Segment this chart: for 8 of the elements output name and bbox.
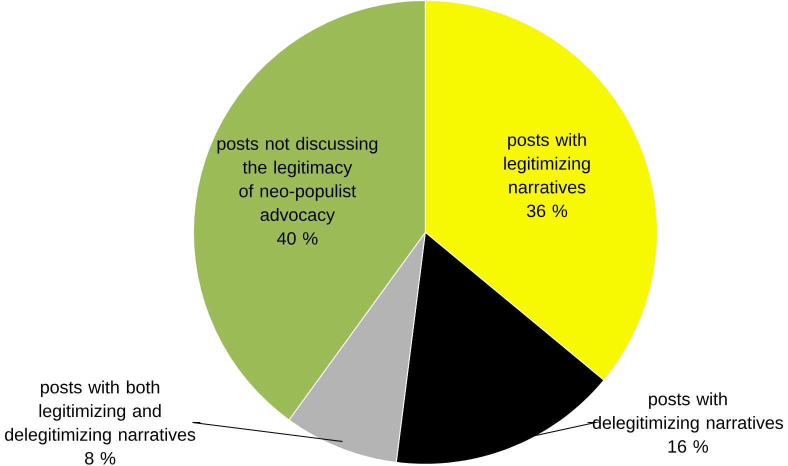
- slice-label: posts with delegitimizing narratives: [592, 392, 784, 433]
- slice-label: posts not discussing the legitimacy of neo-populist advocacy: [218, 137, 378, 225]
- slice-label: posts with legitimizing narratives: [504, 133, 590, 194]
- data-label: 8 %: [85, 452, 116, 465]
- data-label: 36 %: [526, 204, 568, 218]
- slice-label: posts with both legitimizing and delegitimizing narratives: [5, 380, 196, 445]
- data-label: 16 %: [668, 440, 708, 453]
- data-label: 40 %: [277, 232, 318, 245]
